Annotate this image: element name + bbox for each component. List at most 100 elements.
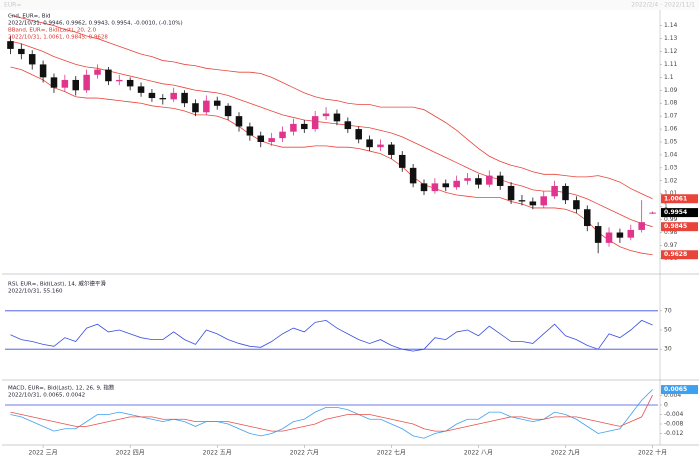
price-tag: 0.9845 bbox=[664, 223, 687, 230]
candle-body bbox=[235, 116, 243, 127]
date-range: 2022/2/4 - 2022/11/1 bbox=[631, 2, 695, 9]
candle-body bbox=[192, 103, 199, 113]
candle-body bbox=[605, 232, 613, 243]
candle-body bbox=[311, 116, 319, 130]
candle-body bbox=[94, 69, 101, 75]
price-tag-box bbox=[661, 222, 698, 232]
candle-body bbox=[583, 209, 591, 227]
candle-body bbox=[170, 92, 177, 100]
panel-subtitle: 2022/10/31, 0.0065, 0.0042 bbox=[8, 393, 85, 399]
y-tick-label: 0.99 bbox=[664, 216, 678, 223]
candle-body bbox=[28, 54, 36, 65]
candle-body bbox=[551, 185, 558, 197]
candle-body bbox=[83, 74, 90, 91]
y-tick-label: 50 bbox=[664, 327, 672, 334]
y-tick-label: -0.004 bbox=[664, 411, 684, 418]
candle-body bbox=[496, 175, 504, 186]
candle-body bbox=[627, 229, 635, 238]
candle-body bbox=[518, 200, 526, 202]
candle-body bbox=[61, 79, 69, 88]
price-tag: 1.0061 bbox=[664, 195, 687, 202]
overlay-title: BBand, EUR=, Bid(Last), 20, 2.0 bbox=[8, 28, 97, 34]
y-tick-label: -0.008 bbox=[664, 421, 684, 428]
y-tick-label: 1.07 bbox=[664, 113, 678, 120]
candle-body bbox=[594, 226, 602, 243]
candle-body bbox=[39, 64, 47, 78]
candle-body bbox=[333, 113, 341, 122]
candle-body bbox=[18, 48, 25, 55]
candle-body bbox=[431, 183, 439, 192]
candle-body bbox=[573, 200, 580, 210]
candle-body bbox=[453, 180, 460, 188]
series-line bbox=[10, 319, 653, 352]
candle-body bbox=[126, 79, 134, 87]
x-tick-label: 2022 三月 bbox=[28, 450, 57, 457]
candle-body bbox=[181, 92, 188, 104]
y-tick-label: 1.09 bbox=[664, 87, 678, 94]
candle-body bbox=[105, 69, 112, 82]
y-tick-label: -0.012 bbox=[664, 430, 684, 437]
candle-body bbox=[224, 105, 232, 117]
panel-title: Cnd, EUR=, Bid bbox=[8, 14, 51, 20]
panel-subtitle: 2022/10/31, 55.160 bbox=[8, 289, 63, 295]
y-tick-label: 0 bbox=[664, 402, 668, 409]
candle-body bbox=[409, 167, 417, 184]
candle-body bbox=[442, 183, 450, 188]
band-upper bbox=[10, 14, 653, 200]
candle-body bbox=[203, 100, 210, 113]
y-tick-label: 1.02 bbox=[664, 177, 678, 184]
x-tick-label: 2022 六月 bbox=[290, 449, 319, 457]
price-tag: 0.9628 bbox=[664, 251, 687, 258]
price-tag: 0.0065 bbox=[664, 386, 687, 393]
x-tick-label: 2022 九月 bbox=[551, 449, 580, 457]
x-tick-label: 2022 四月 bbox=[116, 450, 145, 457]
band-lower bbox=[10, 66, 653, 256]
panel-subtitle: 2022/10/31, 0.9946, 0.9962, 0.9943, 0.99… bbox=[8, 21, 183, 27]
candle-body bbox=[649, 212, 656, 214]
candle-body bbox=[246, 126, 254, 136]
candle-body bbox=[268, 138, 275, 142]
candle-body bbox=[279, 131, 286, 139]
x-tick-label: 2022 十月 bbox=[638, 449, 667, 457]
candle-body bbox=[616, 232, 624, 238]
price-tag-box bbox=[661, 250, 698, 260]
y-tick-label: 1.04 bbox=[664, 151, 678, 158]
candle-body bbox=[148, 92, 156, 99]
candle-body bbox=[159, 98, 167, 100]
candle-body bbox=[529, 201, 537, 206]
candle-body bbox=[7, 41, 14, 49]
candle-body bbox=[213, 100, 221, 106]
candle-body bbox=[257, 135, 265, 142]
window-title: EUR= bbox=[4, 2, 21, 9]
x-tick-label: 2022 八月 bbox=[464, 450, 493, 457]
candle-body bbox=[420, 183, 428, 192]
candle-body bbox=[475, 178, 482, 185]
y-tick-label: 1.06 bbox=[664, 126, 678, 133]
series-line bbox=[10, 389, 653, 439]
candle-body bbox=[322, 113, 330, 117]
candle-body bbox=[355, 129, 362, 140]
price-tag-box bbox=[661, 208, 698, 218]
x-tick-label: 2022 五月 bbox=[203, 450, 232, 457]
panel-title: MACD, EUR=, Bid(Last), 12, 26, 9, 指数 bbox=[8, 384, 115, 392]
y-tick-label: 1.13 bbox=[664, 35, 678, 42]
y-tick-label: 1.11 bbox=[664, 61, 678, 68]
y-tick-label: 1.01 bbox=[664, 190, 678, 197]
x-tick-label: 2022 七月 bbox=[377, 449, 406, 457]
candle-body bbox=[116, 79, 123, 82]
y-tick-label: 0.004 bbox=[664, 392, 681, 399]
candle-body bbox=[507, 185, 515, 201]
candle-body bbox=[540, 196, 547, 206]
band-middle bbox=[10, 40, 653, 228]
candle-body bbox=[50, 77, 58, 88]
series-line bbox=[10, 394, 653, 432]
candle-body bbox=[562, 185, 569, 201]
y-tick-label: 1.1 bbox=[664, 74, 674, 81]
candle-body bbox=[290, 123, 297, 132]
y-tick-label: 0.97 bbox=[664, 242, 678, 249]
top-bar bbox=[0, 0, 699, 10]
candle-body bbox=[72, 79, 80, 91]
candle-body bbox=[344, 121, 352, 130]
